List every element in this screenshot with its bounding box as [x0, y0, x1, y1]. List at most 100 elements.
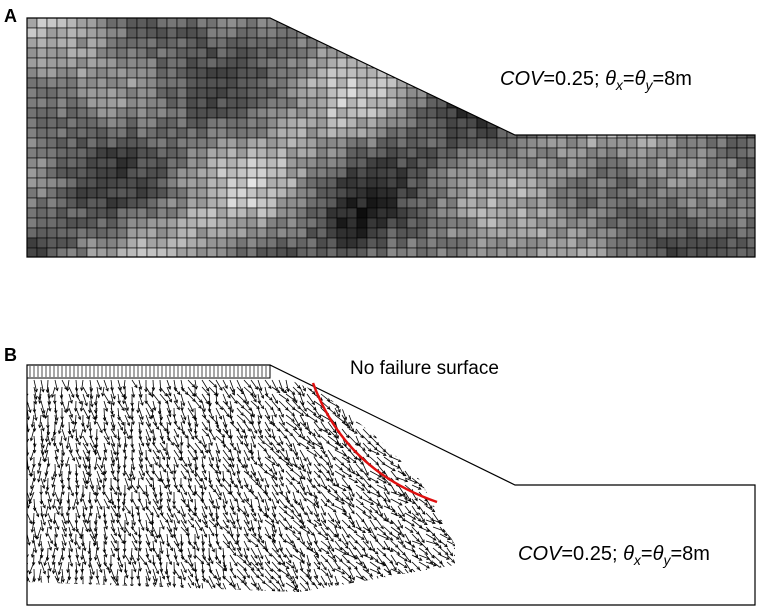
grid-cell — [736, 147, 748, 159]
arrow-head — [54, 534, 59, 538]
grid-cell — [46, 177, 58, 189]
arrow-head — [148, 548, 152, 552]
grid-cell — [46, 147, 58, 159]
arrow-head — [217, 577, 221, 581]
arrow — [201, 582, 204, 592]
grid-cell — [566, 237, 578, 249]
arrow — [166, 400, 171, 414]
arrow-head — [39, 582, 44, 587]
grid-cell — [556, 237, 568, 249]
grid-cell — [496, 197, 508, 209]
grid-cell — [546, 187, 558, 199]
arrow-head — [86, 458, 91, 463]
grid-cell — [606, 227, 618, 239]
grid-cell — [486, 47, 498, 59]
arrow — [250, 386, 257, 398]
arrow-head — [52, 520, 57, 525]
arrow — [369, 498, 380, 506]
grid-cell — [746, 47, 755, 59]
grid-cell — [336, 67, 348, 79]
arrow — [362, 442, 372, 452]
grid-cell — [76, 187, 88, 199]
arrow — [145, 470, 153, 481]
arrow-head — [173, 598, 176, 601]
arrow-head — [154, 588, 159, 592]
arrow-head — [187, 541, 192, 546]
arrow — [110, 449, 115, 463]
arrow-head — [177, 510, 181, 514]
grid-cell — [316, 237, 328, 249]
arrow-head — [45, 487, 50, 491]
arrow — [334, 533, 342, 542]
grid-cell — [196, 107, 208, 119]
arrow-head — [144, 388, 148, 393]
grid-cell — [466, 127, 478, 139]
grid-cell — [76, 237, 88, 249]
grid-cell — [456, 127, 468, 139]
grid-cell — [556, 197, 568, 209]
grid-cell — [256, 197, 268, 209]
arrow — [117, 533, 125, 544]
grid-cell — [656, 57, 668, 69]
arrow — [264, 526, 271, 539]
arrow — [38, 554, 42, 565]
arrow-head — [155, 426, 160, 430]
arrow-head — [161, 575, 166, 580]
arrow — [159, 484, 162, 496]
arrow — [348, 540, 357, 550]
grid-cell — [266, 27, 278, 39]
grid-cell — [596, 187, 608, 199]
arrow — [201, 568, 205, 582]
grid-cell — [36, 147, 48, 159]
arrow-head — [218, 415, 222, 420]
grid-cell — [536, 127, 548, 139]
grid-cell — [56, 227, 68, 239]
grid-cell — [646, 37, 658, 49]
grid-cell — [576, 137, 588, 149]
arrow-head — [312, 502, 317, 506]
arrow — [187, 575, 195, 586]
grid-cell — [666, 207, 678, 219]
grid-cell — [586, 237, 598, 249]
arrow-head — [254, 496, 259, 500]
grid-cell — [566, 107, 578, 119]
arrow-head — [312, 406, 317, 411]
arrow — [94, 393, 98, 406]
grid-cell — [336, 97, 348, 109]
grid-cell — [116, 157, 128, 169]
arrow-head — [168, 561, 172, 566]
arrow — [166, 463, 173, 474]
arrow-head — [63, 528, 67, 532]
arrow — [145, 526, 154, 537]
grid-cell — [66, 147, 78, 159]
arrow — [145, 568, 151, 581]
grid-cell — [536, 227, 548, 239]
arrow — [348, 519, 356, 528]
grid-cell — [126, 197, 138, 209]
grid-cell — [166, 237, 178, 249]
arrow — [271, 379, 278, 391]
grid-cell — [76, 177, 88, 189]
arrow — [369, 547, 379, 555]
grid-cell — [686, 27, 698, 39]
arrow — [285, 589, 292, 592]
grid-cell — [436, 157, 448, 169]
grid-cell — [96, 18, 108, 29]
grid-cell — [326, 227, 338, 239]
arrow-head — [191, 567, 195, 572]
arrow-head — [156, 506, 160, 511]
arrow — [376, 505, 383, 517]
arrow-head — [379, 513, 383, 517]
arrow-head — [103, 477, 108, 482]
arrow — [124, 589, 132, 592]
grid-cell — [726, 107, 738, 119]
arrow-head — [329, 464, 333, 469]
arrow-head — [89, 505, 94, 510]
arrow-head — [317, 441, 321, 446]
grid-cell — [36, 237, 48, 249]
arrow — [292, 449, 299, 460]
arrow-head — [181, 431, 186, 436]
arrow — [159, 561, 163, 572]
arrow-head — [318, 548, 322, 553]
arrow — [222, 470, 225, 482]
